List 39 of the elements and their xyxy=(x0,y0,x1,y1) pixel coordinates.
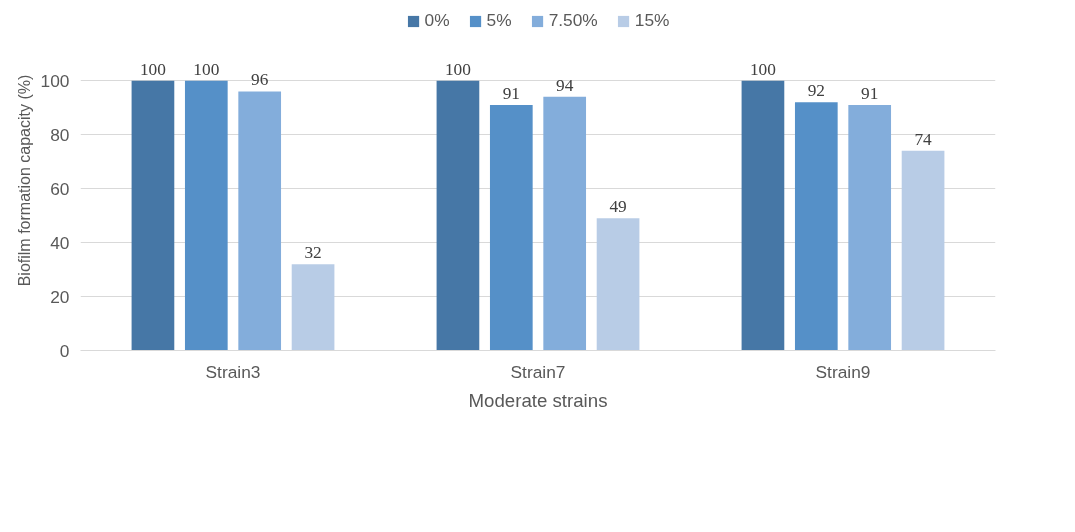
legend-label: 5% xyxy=(486,10,512,31)
data-label: 92 xyxy=(807,81,825,101)
x-axis-title: Moderate strains xyxy=(468,389,608,411)
data-label: 100 xyxy=(139,59,166,79)
y-tick-label: 20 xyxy=(50,286,70,307)
bar xyxy=(901,150,945,351)
bar xyxy=(794,102,838,351)
bar xyxy=(291,264,335,351)
bar xyxy=(848,104,892,351)
y-tick-label: 40 xyxy=(50,232,70,253)
data-label: 32 xyxy=(304,243,322,263)
x-tick-label: Strain3 xyxy=(205,361,261,382)
data-label: 96 xyxy=(251,70,269,90)
data-label: 100 xyxy=(749,59,776,79)
bar xyxy=(436,80,480,351)
bar xyxy=(238,91,282,351)
data-label: 49 xyxy=(609,197,627,217)
bar xyxy=(131,80,175,351)
data-label: 74 xyxy=(914,129,933,149)
bar xyxy=(184,80,228,351)
data-label: 100 xyxy=(444,59,471,79)
data-label: 100 xyxy=(193,59,220,79)
legend-label: 15% xyxy=(634,10,670,31)
data-label: 91 xyxy=(502,83,520,103)
data-label: 91 xyxy=(861,83,879,103)
y-tick-label: 80 xyxy=(50,124,70,145)
bar xyxy=(741,80,785,351)
bar xyxy=(543,96,587,351)
bar xyxy=(596,218,640,351)
x-tick-label: Strain7 xyxy=(510,361,566,382)
legend-label: 0% xyxy=(424,10,450,31)
x-tick-label: Strain9 xyxy=(815,361,871,382)
y-tick-label: 60 xyxy=(50,178,70,199)
y-tick-label: 0 xyxy=(59,340,70,361)
y-axis-title: Biofilm formation capacity (%) xyxy=(15,74,33,287)
legend-label: 7.50% xyxy=(548,10,598,31)
y-tick-label: 100 xyxy=(40,70,70,91)
bar xyxy=(489,104,533,351)
data-label: 94 xyxy=(556,75,574,95)
